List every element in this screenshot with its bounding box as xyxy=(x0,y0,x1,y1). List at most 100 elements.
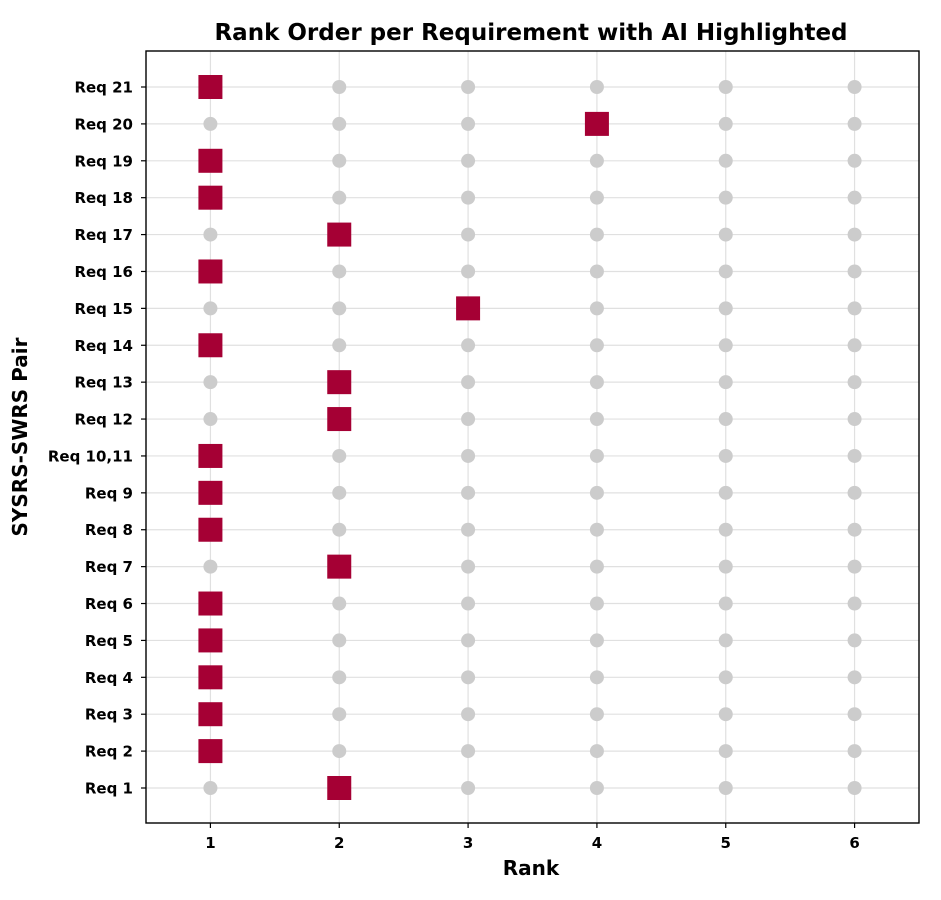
y-tick-label-2: Req 2 xyxy=(85,743,133,761)
y-tick-label-20: Req 21 xyxy=(74,79,133,97)
ticks: 1 2 3 4 5 6 Req 1 Req 2 Req 3 Req 4 Req 5 Req 6 Req … xyxy=(48,79,860,853)
ai-marker-row-17 xyxy=(198,185,223,210)
y-tick-label-8: Req 8 xyxy=(85,521,133,539)
rank-marker-row-15-rank-4 xyxy=(589,264,604,279)
rank-marker-row-3-rank-2 xyxy=(332,707,347,722)
y-tick-label-17: Req 18 xyxy=(74,189,133,207)
y-tick-label-9: Req 9 xyxy=(85,484,133,502)
ai-marker-row-7 xyxy=(327,554,352,579)
ai-marker-row-11 xyxy=(327,407,352,432)
y-tick-label-13: Req 14 xyxy=(74,337,133,355)
rank-marker-row-15-rank-5 xyxy=(718,264,733,279)
rank-marker-row-13-rank-5 xyxy=(718,338,733,353)
rank-marker-row-16-rank-5 xyxy=(718,227,733,242)
y-tick-label-12: Req 13 xyxy=(74,374,133,392)
rank-marker-row-3-rank-4 xyxy=(589,707,604,722)
rank-marker-row-2-rank-4 xyxy=(589,744,604,759)
ai-marker-row-9 xyxy=(198,480,223,505)
y-tick-label-1: Req 1 xyxy=(85,780,133,798)
ai-marker-row-4 xyxy=(198,665,223,690)
rank-marker-row-9-rank-4 xyxy=(589,485,604,500)
y-tick-label-4: Req 4 xyxy=(85,669,133,687)
rank-marker-row-7-rank-3 xyxy=(461,559,476,574)
y-axis-label: SYSRS-SWRS Pair xyxy=(8,337,32,536)
y-tick-label-5: Req 5 xyxy=(85,632,133,650)
rank-marker-row-8-rank-5 xyxy=(718,522,733,537)
rank-marker-row-13-rank-2 xyxy=(332,338,347,353)
rank-marker-row-9-rank-5 xyxy=(718,485,733,500)
rank-marker-row-6-rank-4 xyxy=(589,596,604,611)
x-tick-label-1: 1 xyxy=(205,834,215,852)
rank-marker-row-11-rank-3 xyxy=(461,412,476,427)
ai-marker-row-2 xyxy=(198,739,223,764)
rank-marker-row-19-rank-1 xyxy=(203,116,218,131)
y-tick-label-19: Req 20 xyxy=(74,115,133,133)
rank-marker-row-11-rank-1 xyxy=(203,412,218,427)
ai-marker-row-20 xyxy=(198,75,223,99)
rank-marker-row-6-rank-2 xyxy=(332,596,347,611)
grid xyxy=(146,51,919,823)
rank-marker-row-1-rank-3 xyxy=(461,781,476,795)
ai-marker-row-6 xyxy=(198,591,223,616)
rank-marker-row-4-rank-3 xyxy=(461,670,476,685)
rank-marker-row-14-rank-2 xyxy=(332,301,347,316)
rank-marker-row-13-rank-6 xyxy=(847,338,862,353)
rank-marker-row-17-rank-2 xyxy=(332,190,347,205)
x-axis-label: Rank xyxy=(503,856,560,880)
rank-marker-row-8-rank-6 xyxy=(847,522,862,537)
ai-marker-row-15 xyxy=(198,259,223,284)
rank-marker-row-16-rank-3 xyxy=(461,227,476,242)
rank-marker-row-16-rank-4 xyxy=(589,227,604,242)
ai-marker-row-13 xyxy=(198,333,223,358)
rank-marker-row-9-rank-3 xyxy=(461,485,476,500)
ai-marker-row-19 xyxy=(584,111,609,136)
y-tick-label-14: Req 15 xyxy=(74,300,133,318)
rank-marker-row-1-rank-1 xyxy=(203,781,218,795)
ai-marker-row-18 xyxy=(198,148,223,173)
ai-marker-row-8 xyxy=(198,517,223,542)
rank-marker-row-3-rank-3 xyxy=(461,707,476,722)
y-tick-label-16: Req 17 xyxy=(74,226,133,244)
x-tick-label-5: 5 xyxy=(721,834,731,852)
rank-marker-row-18-rank-2 xyxy=(332,153,347,168)
rank-marker-row-12-rank-1 xyxy=(203,375,218,390)
rank-marker-row-14-rank-1 xyxy=(203,301,218,316)
rank-marker-row-18-rank-3 xyxy=(461,153,476,168)
rank-marker-row-16-rank-1 xyxy=(203,227,218,242)
rank-marker-row-2-rank-6 xyxy=(847,744,862,759)
ai-marker-row-16 xyxy=(327,222,352,247)
rank-marker-row-10-rank-6 xyxy=(847,448,862,463)
rank-marker-row-19-rank-6 xyxy=(847,116,862,131)
rank-marker-row-1-rank-5 xyxy=(718,781,733,795)
rank-marker-row-11-rank-5 xyxy=(718,412,733,427)
rank-marker-row-4-rank-6 xyxy=(847,670,862,685)
ai-marker-row-12 xyxy=(327,370,352,395)
rank-marker-row-7-rank-4 xyxy=(589,559,604,574)
rank-marker-row-18-rank-6 xyxy=(847,153,862,168)
x-tick-label-3: 3 xyxy=(463,834,473,852)
y-tick-label-11: Req 12 xyxy=(74,411,133,429)
x-tick-label-2: 2 xyxy=(334,834,344,852)
plot-area xyxy=(145,50,920,824)
markers xyxy=(198,75,862,800)
ai-marker-row-14 xyxy=(456,296,481,321)
rank-marker-row-7-rank-5 xyxy=(718,559,733,574)
rank-marker-row-5-rank-6 xyxy=(847,633,862,648)
rank-marker-row-2-rank-5 xyxy=(718,744,733,759)
rank-marker-row-2-rank-2 xyxy=(332,744,347,759)
rank-marker-row-6-rank-3 xyxy=(461,596,476,611)
rank-marker-row-12-rank-5 xyxy=(718,375,733,390)
rank-marker-row-6-rank-5 xyxy=(718,596,733,611)
rank-marker-row-6-rank-6 xyxy=(847,596,862,611)
y-tick-label-15: Req 16 xyxy=(74,263,133,281)
y-tick-label-3: Req 3 xyxy=(85,706,133,724)
rank-marker-row-5-rank-4 xyxy=(589,633,604,648)
rank-marker-row-13-rank-4 xyxy=(589,338,604,353)
y-tick-label-7: Req 7 xyxy=(85,558,133,576)
rank-marker-row-15-rank-6 xyxy=(847,264,862,279)
rank-marker-row-10-rank-4 xyxy=(589,448,604,463)
rank-marker-row-17-rank-4 xyxy=(589,190,604,205)
rank-marker-row-1-rank-6 xyxy=(847,781,862,795)
rank-marker-row-20-rank-6 xyxy=(847,80,862,94)
rank-marker-row-18-rank-5 xyxy=(718,153,733,168)
